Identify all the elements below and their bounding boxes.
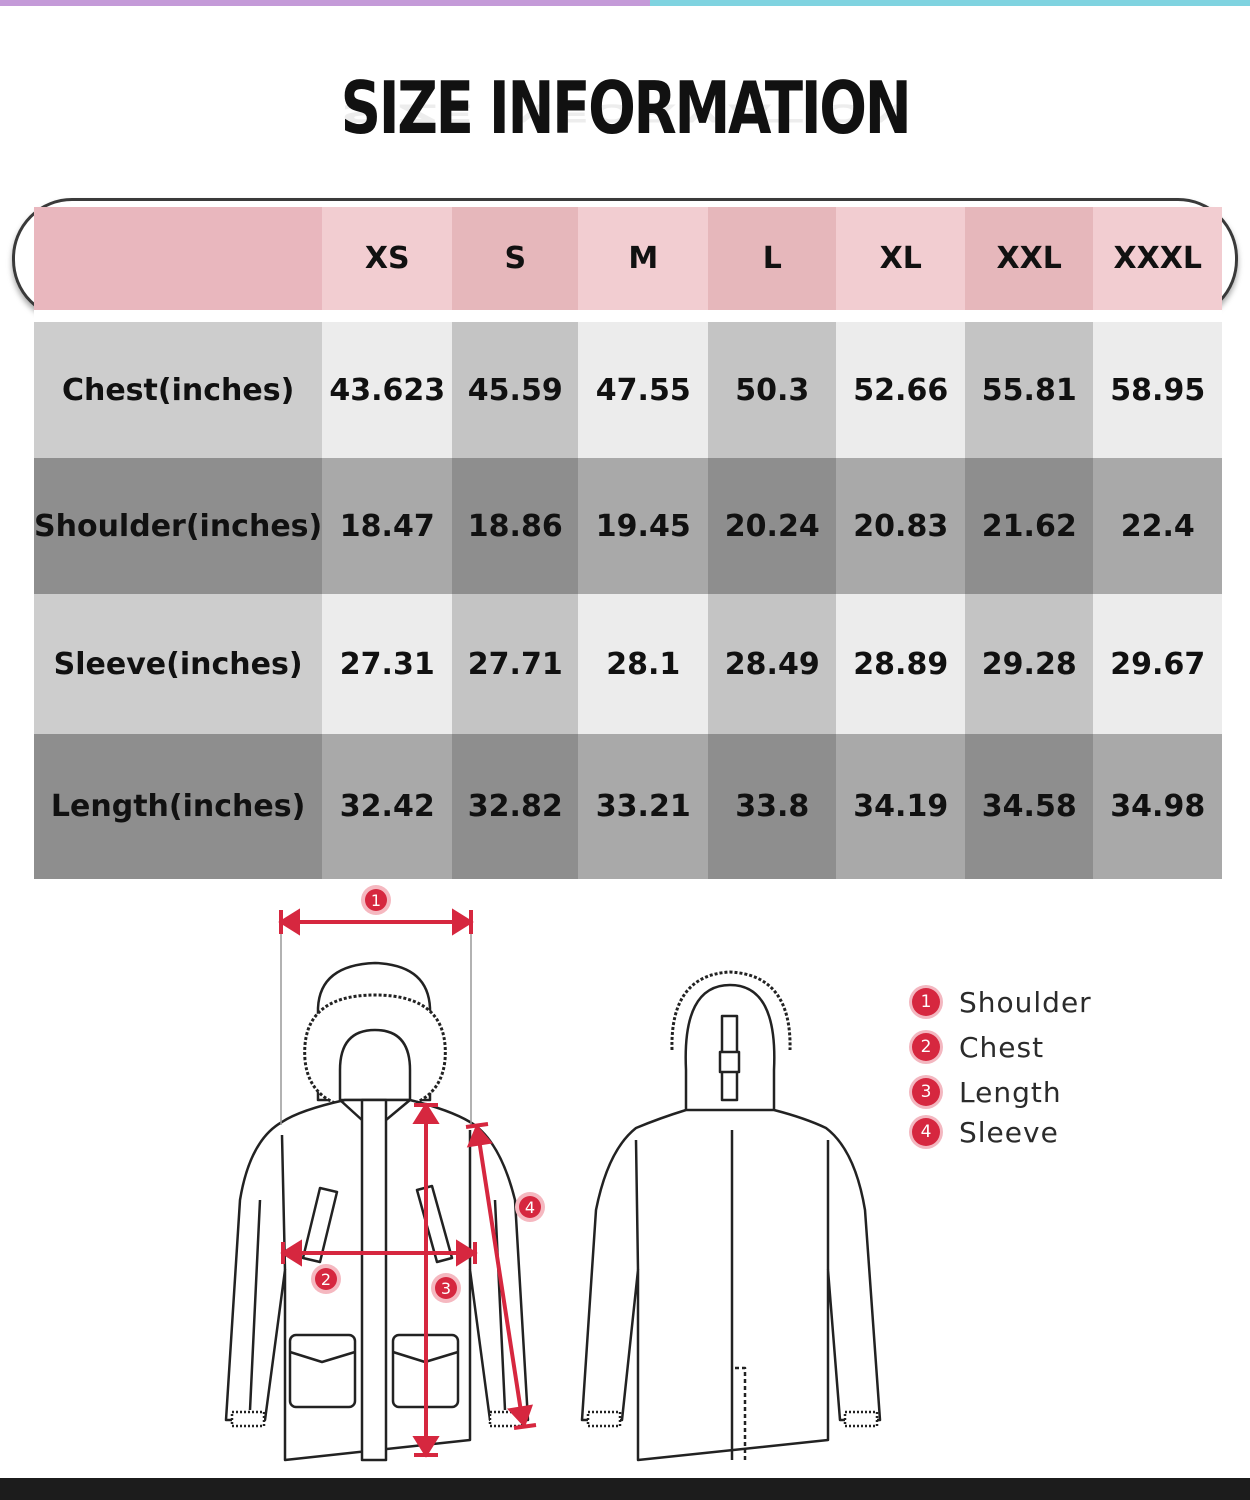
table-cell: 29.28	[965, 594, 1094, 734]
table-cell: 50.3	[708, 322, 837, 458]
table-cell: 20.24	[708, 458, 837, 594]
table-cell: 28.1	[578, 594, 709, 734]
table-cell: 33.8	[708, 734, 837, 879]
row-label: Length(inches)	[34, 734, 323, 879]
table-cell: 33.21	[578, 734, 709, 879]
size-header-xl: XL	[836, 207, 966, 310]
marker-3: 3	[431, 1273, 461, 1303]
table-row-shoulder: Shoulder(inches) 18.47 18.86 19.45 20.24…	[34, 458, 1223, 594]
size-header-row: XS S M L XL XXL XXXL	[34, 207, 1223, 310]
table-cell: 29.67	[1093, 594, 1223, 734]
svg-text:3: 3	[441, 1279, 451, 1298]
top-accent-bar-purple	[0, 0, 650, 6]
size-header-xxl: XXL	[965, 207, 1094, 310]
table-cell: 52.66	[836, 322, 966, 458]
table-cell: 27.31	[322, 594, 453, 734]
table-row-length: Length(inches) 32.42 32.82 33.21 33.8 34…	[34, 734, 1223, 879]
measurement-arrows	[278, 908, 537, 1458]
bottom-bar	[0, 1478, 1250, 1500]
table-cell: 55.81	[965, 322, 1094, 458]
diagram-markers: 1 2 3 4	[311, 885, 545, 1303]
size-header-m: M	[578, 207, 709, 310]
svg-text:4: 4	[525, 1198, 535, 1217]
table-cell: 45.59	[452, 322, 579, 458]
legend-number-badge: 4	[912, 1118, 940, 1146]
table-cell: 34.19	[836, 734, 966, 879]
page-title: SIZE INFORMATION	[340, 66, 912, 150]
legend-label: Shoulder	[959, 986, 1092, 1019]
table-cell: 19.45	[578, 458, 709, 594]
marker-4: 4	[515, 1192, 545, 1222]
size-header-xs: XS	[322, 207, 453, 310]
marker-1: 1	[361, 885, 391, 915]
table-cell: 32.42	[322, 734, 453, 879]
top-accent-bar-cyan	[650, 0, 1250, 6]
table-spacer	[34, 310, 1223, 322]
size-header-s: S	[452, 207, 579, 310]
legend-number-badge: 3	[912, 1078, 940, 1106]
table-cell: 28.89	[836, 594, 966, 734]
table-cell: 18.47	[322, 458, 453, 594]
legend-number-badge: 1	[912, 988, 940, 1016]
size-table: XS S M L XL XXL XXXL Chest(inches) 43.62…	[34, 207, 1223, 879]
svg-text:1: 1	[371, 891, 381, 910]
size-header-xxxl: XXXL	[1093, 207, 1223, 310]
legend-label: Chest	[959, 1031, 1045, 1064]
table-cell: 18.86	[452, 458, 579, 594]
legend-label: Sleeve	[959, 1116, 1059, 1149]
back-jacket-illustration	[580, 970, 882, 1462]
table-row-chest: Chest(inches) 43.623 45.59 47.55 50.3 52…	[34, 322, 1223, 458]
table-cell: 47.55	[578, 322, 709, 458]
table-cell: 32.82	[452, 734, 579, 879]
table-cell: 34.58	[965, 734, 1094, 879]
size-header-l: L	[708, 207, 837, 310]
svg-text:2: 2	[321, 1270, 331, 1289]
table-cell: 28.49	[708, 594, 837, 734]
table-cell: 43.623	[322, 322, 453, 458]
legend-number-badge: 2	[912, 1033, 940, 1061]
front-jacket-illustration	[224, 961, 530, 1462]
row-label: Shoulder(inches)	[34, 458, 323, 594]
table-cell: 22.4	[1093, 458, 1223, 594]
header-corner-cell	[34, 207, 323, 310]
row-label: Sleeve(inches)	[34, 594, 323, 734]
table-cell: 27.71	[452, 594, 579, 734]
marker-2: 2	[311, 1264, 341, 1294]
table-cell: 34.98	[1093, 734, 1223, 879]
table-cell: 20.83	[836, 458, 966, 594]
table-cell: 58.95	[1093, 322, 1223, 458]
table-row-sleeve: Sleeve(inches) 27.31 27.71 28.1 28.49 28…	[34, 594, 1223, 734]
row-label: Chest(inches)	[34, 322, 323, 458]
legend-label: Length	[959, 1076, 1062, 1109]
table-cell: 21.62	[965, 458, 1094, 594]
